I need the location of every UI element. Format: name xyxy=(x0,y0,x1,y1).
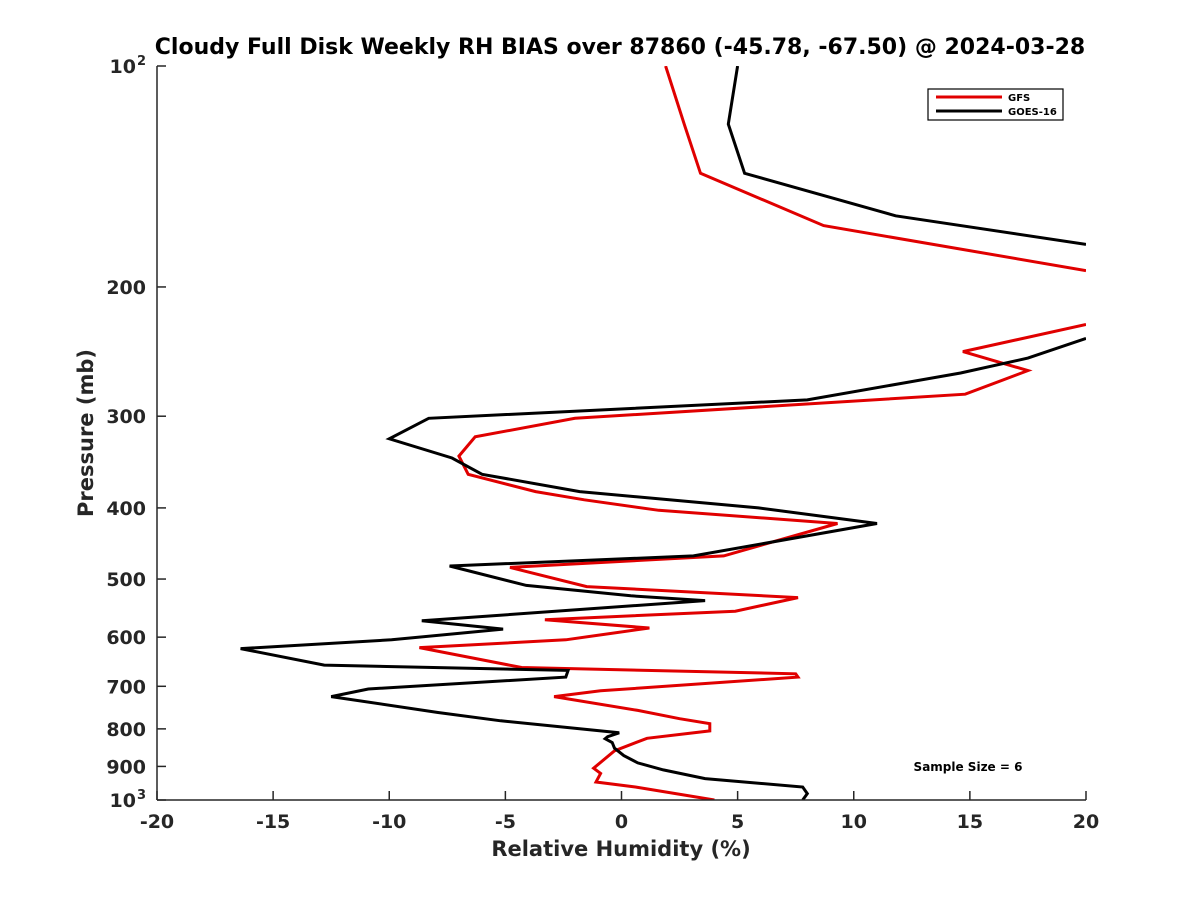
y-tick-label-2: 300 xyxy=(106,406,146,428)
x-tick-label-3: -5 xyxy=(495,811,516,833)
y-tick-label-5: 600 xyxy=(106,627,146,649)
y-tick-exponent-0: 2 xyxy=(137,54,146,69)
y-tick-exponent-9: 3 xyxy=(137,788,146,803)
y-tick-label-0: 10 xyxy=(110,56,136,78)
y-tick-label-3: 400 xyxy=(106,498,146,520)
x-tick-label-6: 10 xyxy=(841,811,867,833)
legend-label-gfs: GFS xyxy=(1008,93,1030,104)
x-tick-label-4: 0 xyxy=(615,811,628,833)
series-line-gfs xyxy=(419,66,1086,800)
legend: GFS GOES-16 xyxy=(927,88,1064,121)
y-tick-label-6: 700 xyxy=(106,676,146,698)
x-tick-label-0: -20 xyxy=(140,811,174,833)
x-tick-label-7: 15 xyxy=(957,811,983,833)
x-tick-label-5: 5 xyxy=(731,811,744,833)
y-tick-label-9: 10 xyxy=(110,790,136,812)
x-tick-label-1: -15 xyxy=(256,811,290,833)
chart-title: Cloudy Full Disk Weekly RH BIAS over 878… xyxy=(155,35,1085,60)
x-axis-label: Relative Humidity (%) xyxy=(491,837,750,861)
y-tick-label-1: 200 xyxy=(106,277,146,299)
y-axis-label: Pressure (mb) xyxy=(74,349,98,517)
legend-label-goes-16: GOES-16 xyxy=(1008,107,1057,118)
y-tick-label-7: 800 xyxy=(106,719,146,741)
x-tick-label-8: 20 xyxy=(1073,811,1099,833)
y-tick-label-8: 900 xyxy=(106,756,146,778)
sample-size-annotation: Sample Size = 6 xyxy=(914,760,1023,774)
series-line-goes-16 xyxy=(240,66,1086,800)
legend-box xyxy=(927,88,1064,121)
x-tick-label-2: -10 xyxy=(372,811,406,833)
y-tick-label-4: 500 xyxy=(106,569,146,591)
